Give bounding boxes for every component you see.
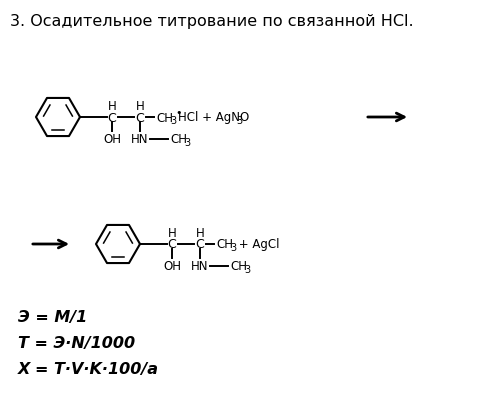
Text: X = T·V·K·100/a: X = T·V·K·100/a — [18, 362, 159, 377]
Text: C: C — [136, 111, 144, 124]
Text: 3: 3 — [236, 116, 242, 126]
Text: CH: CH — [230, 260, 247, 273]
Text: 3: 3 — [230, 243, 236, 252]
Text: 3. Осадительное титрование по связанной HCl.: 3. Осадительное титрование по связанной … — [10, 14, 414, 29]
Text: H: H — [136, 100, 144, 113]
Text: •: • — [175, 108, 181, 118]
Text: Э = M/1: Э = M/1 — [18, 310, 87, 325]
Text: C: C — [108, 111, 116, 124]
Text: CH: CH — [170, 133, 187, 146]
Text: T = Э·N/1000: T = Э·N/1000 — [18, 336, 135, 351]
Text: 3: 3 — [184, 138, 190, 148]
Text: OH: OH — [103, 133, 121, 146]
Text: CH: CH — [156, 111, 173, 124]
Text: HCl + AgNO: HCl + AgNO — [178, 111, 249, 124]
Text: H: H — [167, 227, 176, 240]
Text: C: C — [167, 238, 176, 251]
Text: H: H — [196, 227, 204, 240]
Text: + AgCl: + AgCl — [235, 238, 279, 251]
Text: HN: HN — [191, 260, 209, 273]
Text: 3: 3 — [244, 264, 250, 274]
Text: 3: 3 — [170, 116, 176, 126]
Text: OH: OH — [163, 260, 181, 273]
Text: C: C — [196, 238, 204, 251]
Text: HN: HN — [131, 133, 149, 146]
Text: H: H — [108, 100, 116, 113]
Text: CH: CH — [216, 238, 233, 251]
